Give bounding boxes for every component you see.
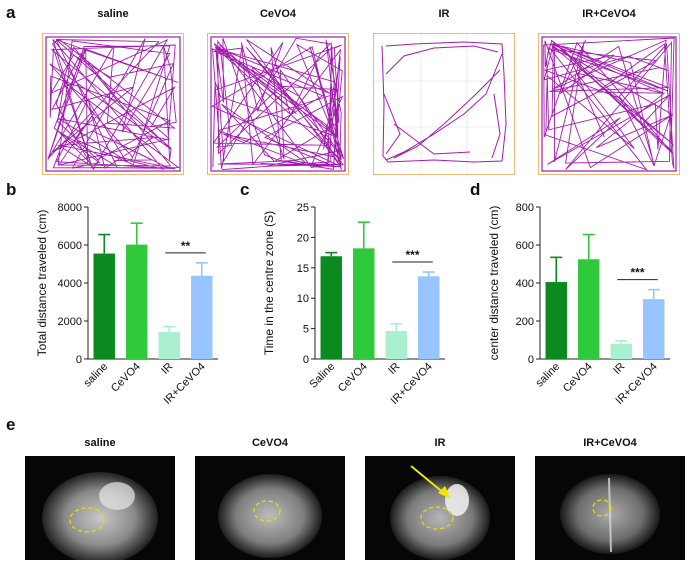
y-axis-label: Total distance traveled (cm)	[35, 210, 49, 357]
lesion-outline	[69, 507, 105, 533]
x-tick-label: IR	[386, 361, 402, 377]
y-tick-label: 6000	[58, 240, 82, 252]
mri-image-cevo4	[195, 456, 345, 560]
x-tick-label: saline	[534, 361, 563, 390]
bar-ir	[610, 343, 632, 359]
mri-title-ir: IR	[434, 437, 446, 449]
y-tick-label: 400	[516, 278, 534, 290]
y-tick-label: 10	[297, 293, 309, 305]
panel-label-c: c	[240, 180, 250, 199]
chart-total-distance: 0 2000 4000 6000 8000 Total distance traveled…	[35, 202, 218, 407]
bar-cevo4	[353, 248, 375, 359]
bar-saline	[320, 256, 342, 359]
significance-label: ***	[630, 266, 644, 280]
bar-ir-cevo4	[191, 275, 213, 359]
lesion-outline	[592, 499, 612, 517]
panel-label-e: e	[6, 415, 16, 434]
trajectory-path	[211, 37, 345, 171]
bar-ir	[385, 331, 407, 359]
arena-ir-cevo4	[538, 33, 680, 175]
track-title-ir-cevo4: IR+CeVO4	[582, 8, 636, 20]
chart-center-distance: 0 200 400 600 800 center distance traveled (c…	[487, 202, 670, 407]
x-tick-label: IR	[611, 361, 627, 377]
trajectory-path-ir	[381, 41, 507, 163]
x-tick-label: CeVO4	[561, 361, 595, 395]
track-title-ir: IR	[438, 8, 450, 20]
lesion-outline	[420, 506, 454, 530]
bar-ir-cevo4	[643, 299, 665, 359]
panel-label-b: b	[6, 180, 17, 199]
bar-ir-cevo4	[418, 276, 440, 359]
y-tick-label: 200	[516, 316, 534, 328]
bar-cevo4	[126, 244, 148, 359]
x-tick-label: saline	[82, 361, 111, 390]
mri-image-ir	[365, 456, 515, 560]
x-tick-label: Saline	[307, 361, 337, 391]
trajectory-cevo4	[210, 36, 346, 172]
y-tick-label: 5	[303, 324, 309, 336]
arena-cevo4	[207, 33, 349, 175]
lesion-outline	[253, 500, 281, 522]
bar-saline	[545, 282, 567, 359]
mri-title-cevo4: CeVO4	[251, 437, 289, 449]
y-axis-label: Time in the centre zone (S)	[262, 211, 276, 355]
y-tick-label: 0	[528, 354, 534, 366]
y-tick-label: 0	[303, 354, 309, 366]
y-tick-label: 20	[297, 232, 309, 244]
y-tick-label: 15	[297, 263, 309, 275]
x-tick-label: CeVO4	[336, 361, 370, 395]
trajectory-path	[543, 37, 675, 171]
chart-time-centre-zone: 0 5 10 15 20 25 Time in the centre zone (S) Sal…	[262, 202, 445, 407]
x-tick-label: CeVO4	[109, 361, 143, 395]
significance-label: ***	[405, 248, 419, 262]
arena-ir	[373, 33, 515, 175]
trajectory-path	[47, 38, 180, 171]
y-tick-label: 800	[516, 202, 534, 214]
significance-label: **	[181, 239, 191, 253]
y-tick-label: 600	[516, 240, 534, 252]
y-tick-label: 0	[76, 354, 82, 366]
y-tick-label: 8000	[58, 202, 82, 214]
trajectory-saline	[45, 36, 181, 172]
track-title-cevo4: CeVO4	[259, 8, 297, 20]
x-tick-label: IR	[159, 361, 175, 377]
mri-image-saline	[25, 456, 175, 560]
y-axis-label: center distance traveled (cm)	[487, 206, 501, 361]
track-title-saline: saline	[97, 8, 129, 20]
panel-label-d: d	[470, 180, 481, 199]
mri-title-ir-cevo4: IR+CeVO4	[583, 437, 637, 449]
bar-cevo4	[578, 259, 600, 359]
y-tick-label: 4000	[58, 278, 82, 290]
arrow-icon	[410, 465, 446, 495]
mri-title-saline: saline	[84, 437, 116, 449]
mri-image-ir-cevo4	[535, 456, 685, 560]
bar-ir	[158, 331, 180, 359]
panel-label-a: a	[6, 3, 16, 22]
y-tick-label: 2000	[58, 316, 82, 328]
trajectory-ir-cevo4	[541, 36, 677, 172]
trajectory-ir	[374, 34, 514, 174]
y-tick-label: 25	[297, 202, 309, 214]
bar-saline	[93, 253, 115, 359]
arena-saline	[42, 33, 184, 175]
